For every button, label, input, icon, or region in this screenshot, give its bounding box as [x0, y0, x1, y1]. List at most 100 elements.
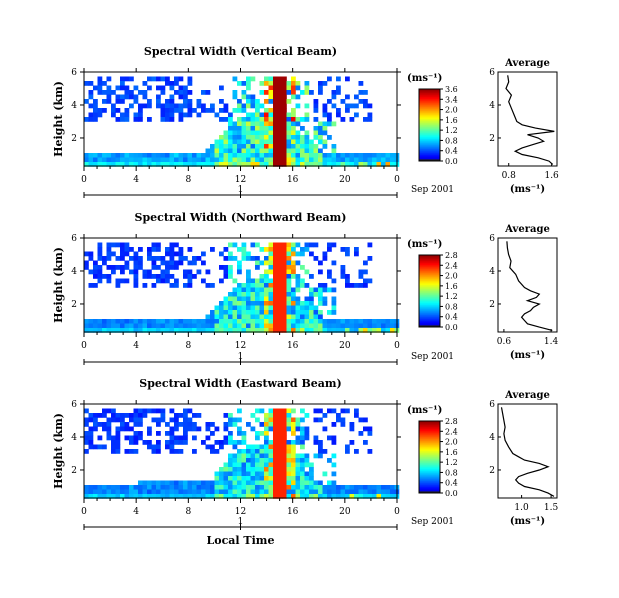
heatmap-cell [367, 328, 373, 333]
heatmap-cell [183, 431, 188, 436]
heatmap-cell [237, 247, 242, 252]
heatmap-cell [120, 489, 125, 495]
heatmap-cell [156, 440, 161, 445]
heatmap-cell [381, 485, 386, 490]
heatmap-cell [97, 328, 103, 333]
heatmap-cell [300, 305, 305, 311]
heatmap-cell [300, 90, 305, 95]
heatmap-cell [255, 431, 260, 436]
heatmap-cell [376, 328, 382, 333]
heatmap-cell [160, 260, 166, 266]
heatmap-cell [120, 323, 125, 329]
heatmap-cell [268, 108, 274, 113]
heatmap-cell [282, 422, 287, 427]
heatmap-cell [264, 476, 269, 481]
heatmap-cell [291, 251, 296, 257]
heatmap-cell [88, 162, 94, 167]
heatmap-cell [264, 126, 269, 131]
heatmap-cell [268, 139, 274, 145]
heatmap-cell [268, 426, 274, 432]
heatmap-cell [147, 99, 152, 104]
heatmap-cell [133, 431, 139, 436]
heatmap-cell [264, 422, 269, 427]
heatmap-cell [178, 328, 184, 333]
heatmap-cell [169, 328, 175, 333]
x-tick-label: 16 [287, 175, 299, 185]
heatmap-cell [196, 480, 202, 486]
heatmap-cell [165, 480, 170, 486]
heatmap-cell [291, 494, 296, 499]
heatmap-cell [120, 157, 125, 163]
heatmap-cell [264, 81, 269, 86]
heatmap-cell [228, 144, 233, 149]
average-frame [497, 403, 558, 499]
heatmap-cell [228, 494, 233, 499]
heatmap-cell [115, 256, 121, 261]
heatmap-cell [147, 426, 152, 432]
colorbar-step [419, 471, 440, 474]
heatmap-cell [97, 278, 103, 284]
heatmap-cell [300, 265, 305, 270]
average-frame [497, 71, 558, 167]
heatmap-cell [246, 485, 251, 490]
heatmap-cell [259, 494, 265, 499]
heatmap-cell [237, 292, 242, 297]
y-tick-label: 2 [71, 300, 77, 310]
heatmap-cell [327, 480, 332, 486]
heatmap-cell [160, 489, 166, 495]
heatmap-cell [295, 135, 301, 140]
heatmap-cell [102, 489, 107, 495]
heatmap-cell [156, 256, 161, 261]
heatmap-cell [151, 494, 157, 499]
heatmap-cell [214, 310, 220, 315]
heatmap-cell [88, 283, 94, 288]
heatmap-cell [106, 256, 112, 261]
heatmap-cell [241, 435, 247, 441]
heatmap-cell [264, 485, 269, 490]
heatmap-cell [345, 153, 350, 158]
heatmap-cell [304, 431, 310, 436]
heatmap-cell [295, 314, 301, 320]
heatmap-cell [97, 162, 103, 167]
heatmap-cell [286, 247, 292, 252]
colorbar-step [419, 289, 440, 292]
heatmap-cell [237, 144, 242, 149]
heatmap-cell [106, 278, 112, 284]
heatmap-cell [93, 426, 98, 432]
heatmap-cell [291, 94, 296, 100]
heatmap-cell [160, 485, 166, 490]
colorbar-step [419, 123, 440, 126]
heatmap-cell [250, 296, 256, 302]
heatmap-cell [282, 247, 287, 252]
heatmap-cell [174, 251, 179, 257]
heatmap-cell [205, 422, 211, 427]
colorbar-step [419, 101, 440, 104]
heatmap-cell [111, 485, 116, 490]
heatmap-cell [138, 328, 143, 333]
heatmap-cell [304, 489, 310, 495]
heatmap-cell [291, 153, 296, 158]
heatmap-cell [115, 444, 121, 450]
heatmap-cell [178, 440, 184, 445]
heatmap-cell [381, 157, 386, 163]
heatmap-cell [174, 81, 179, 86]
heatmap-cell [214, 323, 220, 329]
heatmap-cell [336, 485, 341, 490]
date-suffix: Sep 2001 [411, 352, 454, 362]
heatmap-cell [268, 94, 274, 100]
heatmap-cell [183, 408, 188, 414]
heatmap-cell [156, 417, 161, 423]
colorbar-tick-label: 1.6 [445, 282, 458, 291]
heatmap-cell [304, 319, 310, 324]
heatmap-cell [286, 256, 292, 261]
heatmap-cell [345, 283, 350, 288]
heatmap-cell [295, 422, 301, 427]
heatmap-cell [255, 139, 260, 145]
heatmap-cell [363, 90, 368, 95]
heatmap-cell [111, 242, 116, 248]
average-y-tick-label: 4 [489, 433, 495, 443]
heatmap-cell [318, 480, 323, 486]
heatmap-cell [255, 121, 260, 127]
heatmap-cell [313, 126, 319, 131]
heatmap-cell [318, 81, 323, 86]
